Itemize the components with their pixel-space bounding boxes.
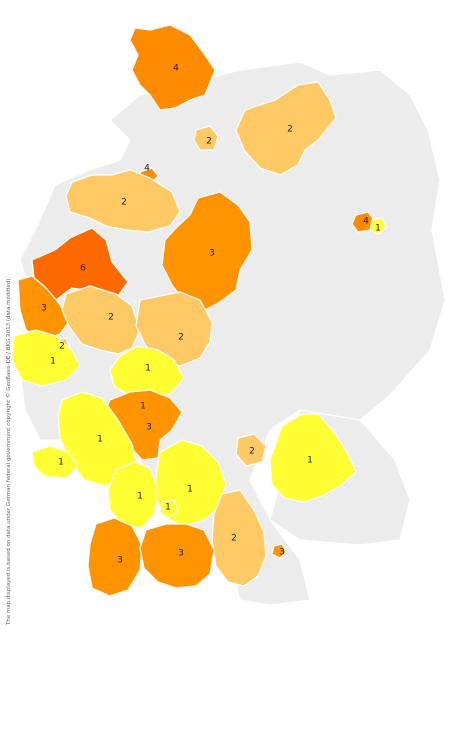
label-stuttgart: 1 [187, 485, 193, 495]
region-schleswig-holstein[interactable] [129, 24, 216, 111]
label-schwaben: 2 [231, 534, 237, 544]
region-westfalen[interactable] [61, 285, 141, 355]
label-hessen-mitte: 1 [145, 364, 151, 374]
region-hessen-nord[interactable] [135, 291, 213, 367]
label-muenster: 6 [80, 264, 86, 274]
region-saarland[interactable] [31, 445, 79, 479]
label-rhein-main: 3 [146, 423, 152, 433]
label-schleswig-holstein: 4 [173, 64, 179, 74]
label-koeln: 1 [50, 357, 56, 367]
label-bodensee: 3 [178, 549, 184, 559]
region-stuttgart-small[interactable] [159, 499, 179, 519]
label-hamburg-area: 2 [206, 137, 212, 147]
label-freiburg: 3 [117, 556, 123, 566]
copyright-notice: The map displayed is based on data under… [6, 276, 12, 626]
region-bodensee[interactable] [139, 523, 215, 589]
region-hamburg-area[interactable] [193, 125, 219, 151]
label-berlin-east: 1 [375, 224, 381, 234]
region-weser-ems[interactable] [65, 169, 181, 233]
label-berlin: 4 [363, 217, 369, 227]
region-stuttgart-west[interactable] [107, 461, 159, 529]
label-mecklenburg: 2 [287, 125, 293, 135]
label-nuernberg: 2 [249, 447, 255, 457]
label-rheinland-pfalz: 1 [97, 435, 103, 445]
label-niederrhein: 3 [41, 304, 47, 314]
germany-map: 4 2 2 4 2 3 4 1 6 3 2 2 2 1 1 1 3 1 1 2 … [11, 24, 446, 606]
region-berlin-east[interactable] [369, 217, 387, 235]
region-niederrhein[interactable] [17, 275, 71, 341]
label-weser-ems: 2 [121, 198, 127, 208]
label-muenchen: 3 [279, 548, 285, 558]
label-hessen-nord: 2 [178, 333, 184, 343]
label-oberpfalz: 1 [307, 456, 313, 466]
region-oberpfalz[interactable] [269, 413, 357, 503]
region-schwaben[interactable] [211, 489, 267, 587]
region-muenchen[interactable] [271, 543, 287, 559]
region-sachsen-anhalt-niedersachsen[interactable] [161, 191, 253, 311]
label-stuttgart-west: 1 [137, 492, 143, 502]
label-bremen-area: 4 [144, 164, 150, 174]
region-freiburg[interactable] [87, 517, 143, 597]
label-sachsen-anhalt-niedersachsen: 3 [209, 249, 215, 259]
region-hessen-mitte[interactable] [109, 345, 185, 399]
region-koeln[interactable] [11, 329, 81, 387]
region-mecklenburg[interactable] [235, 81, 337, 176]
label-saarland: 1 [58, 458, 64, 468]
label-stuttgart-small: 1 [165, 503, 171, 513]
label-frankfurt-small: 1 [140, 402, 146, 412]
label-westfalen: 2 [108, 313, 114, 323]
label-koeln-small: 2 [59, 342, 65, 352]
region-nuernberg[interactable] [235, 433, 267, 467]
